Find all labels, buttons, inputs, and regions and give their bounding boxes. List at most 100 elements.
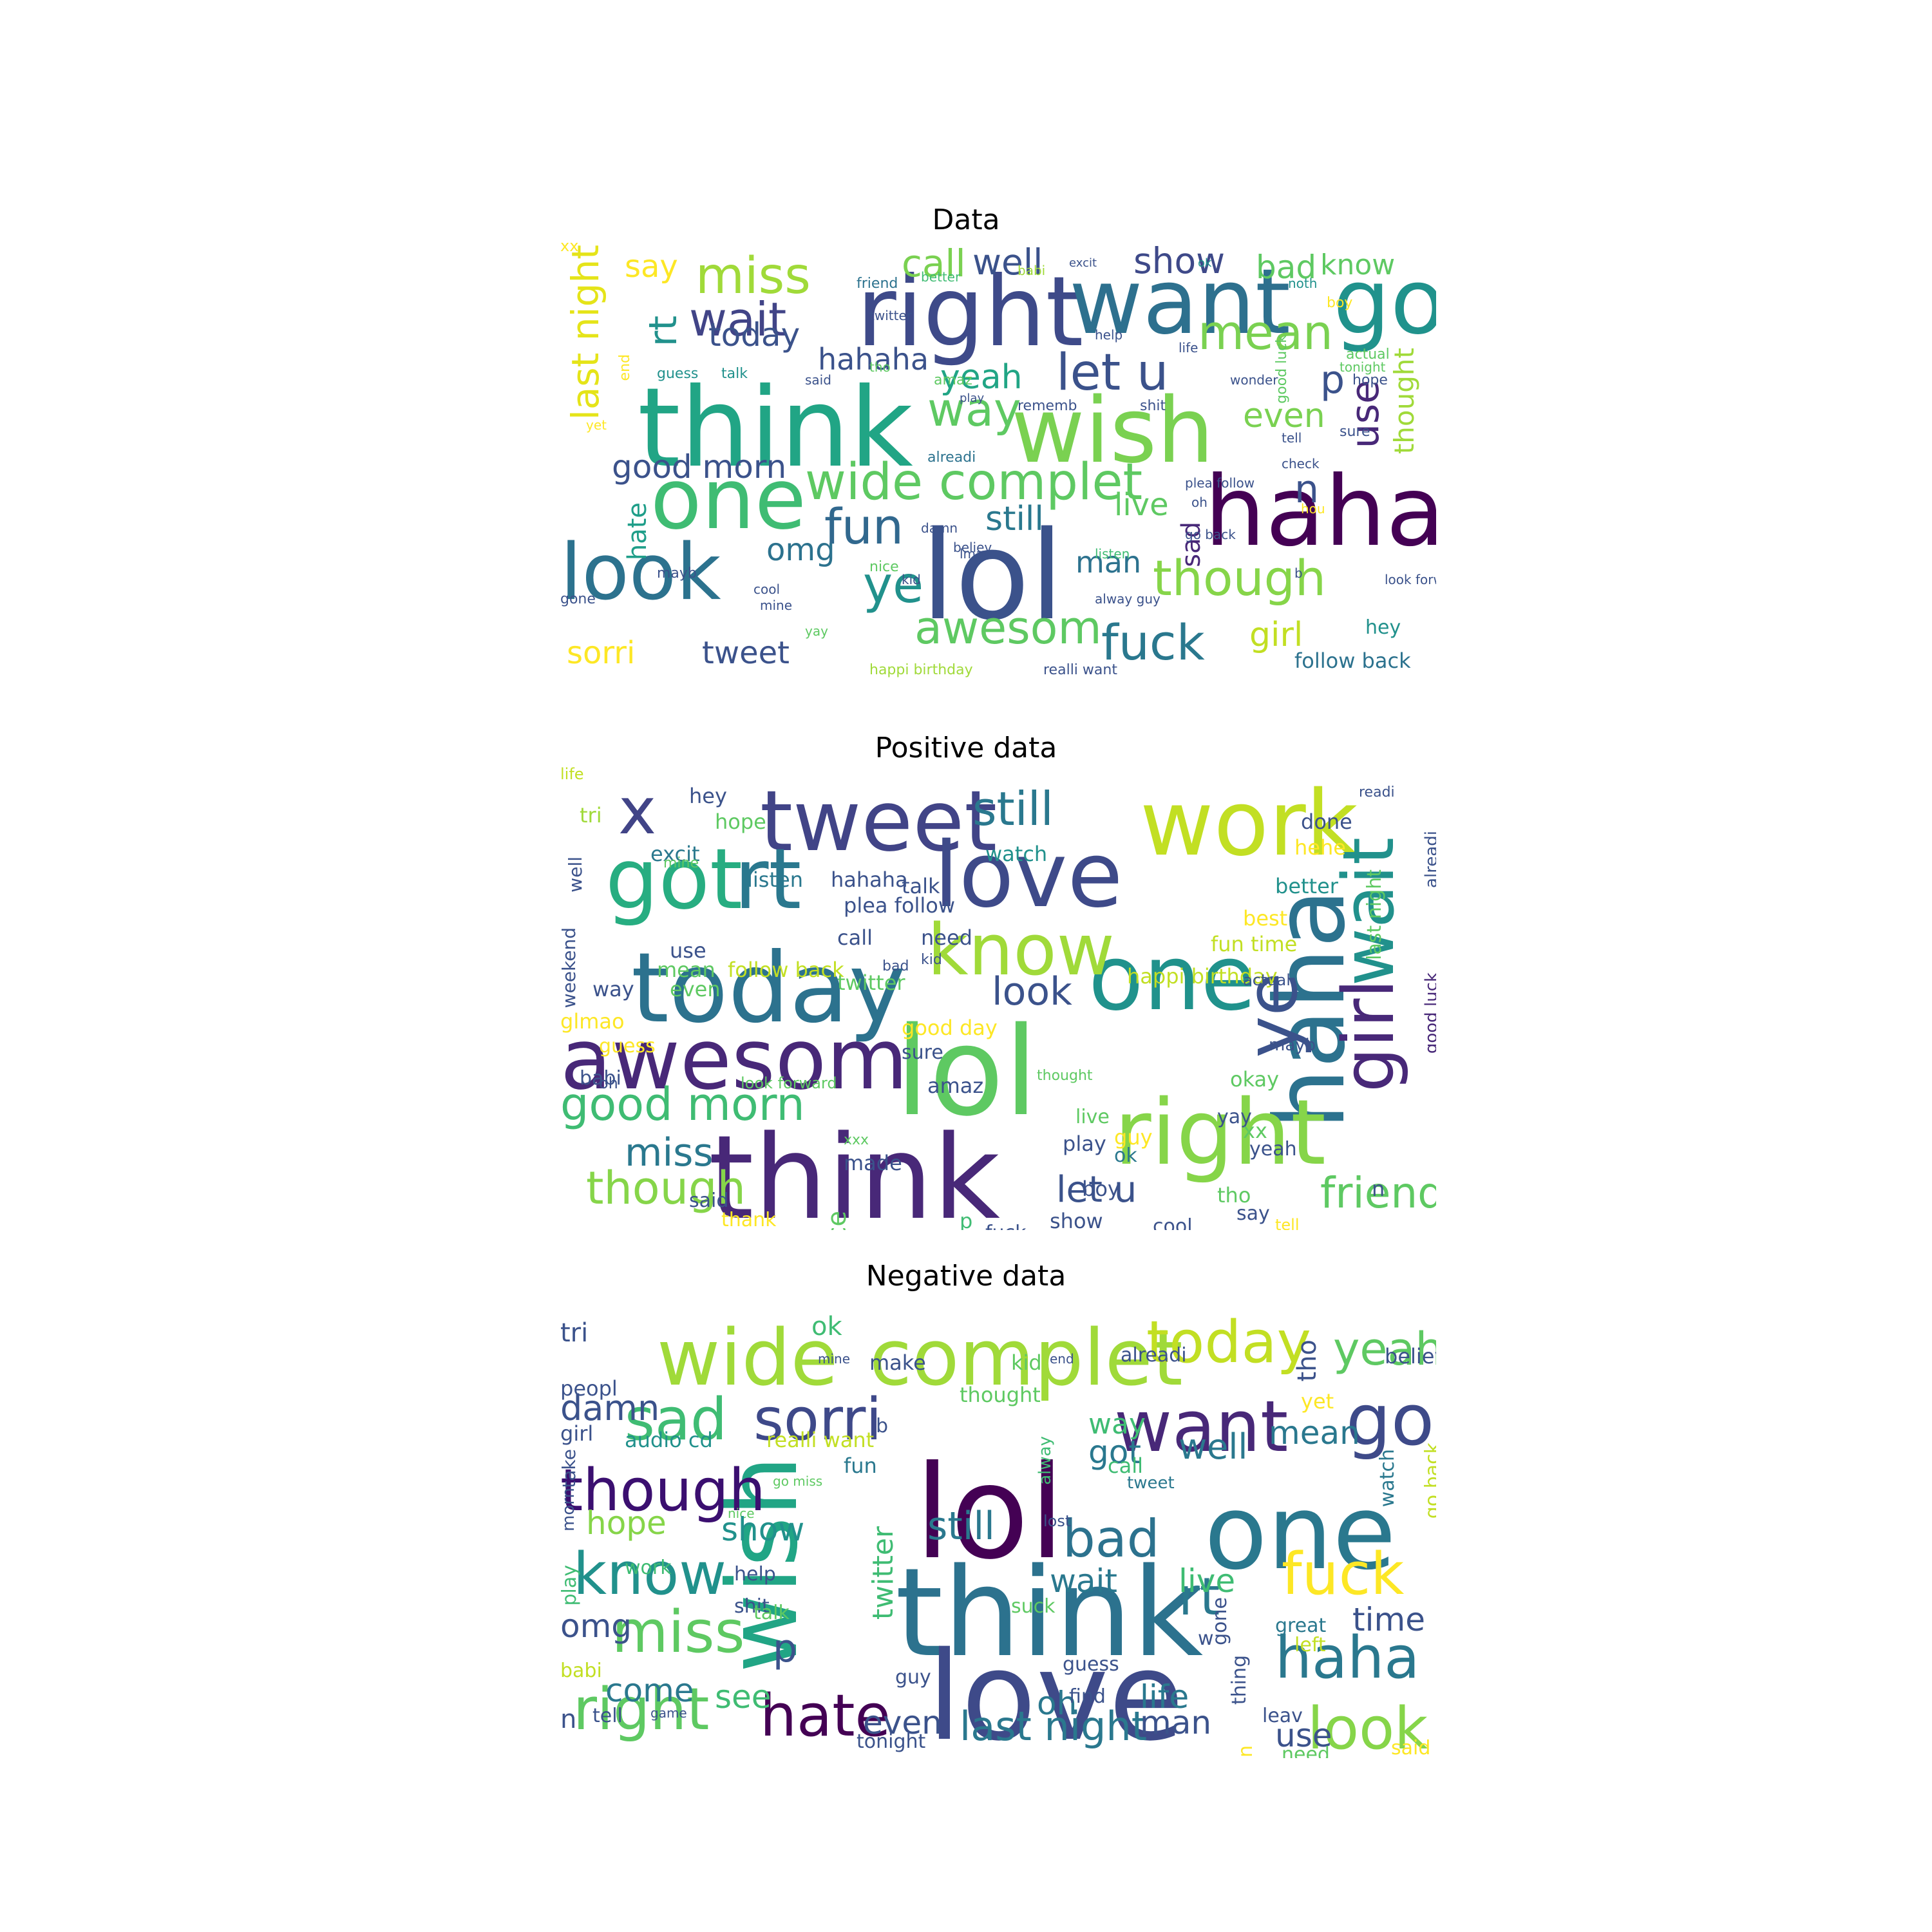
cloud-word: even	[863, 1704, 942, 1741]
cloud-word: tonight	[1340, 359, 1386, 375]
cloud-word: kid	[1011, 1350, 1042, 1375]
cloud-word: way	[1088, 1408, 1146, 1441]
cloud-word: ye	[863, 556, 924, 614]
cloud-word: time	[1352, 1601, 1425, 1638]
cloud-word: thank	[721, 1209, 777, 1230]
cloud-word: use	[1275, 1717, 1332, 1754]
cloud-word: sorri	[567, 635, 636, 671]
cloud-word: best	[1243, 906, 1288, 931]
cloud-word: today	[631, 933, 906, 1045]
cloud-word: happen	[1235, 1745, 1257, 1758]
cloud-word: hey	[1365, 616, 1401, 639]
cloud-word: wish	[1011, 379, 1215, 484]
cloud-word: alreadi	[1422, 831, 1436, 888]
cloud-word: look forward	[1385, 572, 1436, 587]
cloud-word: one	[1204, 1472, 1396, 1593]
cloud-word: find	[1069, 1685, 1106, 1708]
cloud-word: even	[1243, 397, 1325, 435]
cloud-word: life	[1179, 340, 1198, 355]
cloud-word: w	[1198, 1627, 1214, 1650]
cloud-word: yay	[1217, 1106, 1252, 1128]
cloud-word: better	[1275, 874, 1338, 898]
cloud-word: lol	[895, 1001, 1038, 1143]
cloud-word: mayb	[657, 565, 697, 582]
cloud-word: ok	[1114, 1144, 1137, 1167]
cloud-word: lmao	[960, 546, 992, 562]
cloud-word: rt	[734, 830, 802, 928]
cloud-word: tweet	[1127, 1473, 1175, 1493]
cloud-word: said	[805, 372, 831, 388]
cloud-word: say	[1236, 1202, 1270, 1225]
cloud-word: fuck	[1101, 614, 1205, 671]
cloud-word: tri	[580, 803, 602, 828]
cloud-word: readi	[1359, 784, 1395, 800]
cloud-word: look	[992, 969, 1072, 1014]
cloud-word: miss	[696, 247, 811, 305]
cloud-word: gone	[560, 591, 596, 607]
cloud-word: good day	[902, 1016, 998, 1040]
cloud-word: mine	[818, 1351, 851, 1367]
cloud-word: live	[1114, 487, 1169, 523]
cloud-word: well	[972, 242, 1043, 283]
cloud-word: want	[1069, 250, 1291, 355]
cloud-word: way	[927, 383, 1021, 437]
cloud-word: end	[617, 354, 633, 381]
cloud-word: want	[1114, 1385, 1289, 1468]
cloud-word: x	[618, 773, 657, 849]
cloud-word: friend	[1320, 1168, 1436, 1218]
cloud-word: call	[902, 242, 966, 285]
cloud-word: though	[586, 1162, 746, 1215]
cloud-word: today	[1146, 1309, 1311, 1376]
cloud-word: yay	[805, 623, 828, 639]
cloud-word: yeah	[940, 358, 1023, 397]
cloud-word: yet	[1301, 1389, 1334, 1414]
cloud-word: today	[708, 316, 800, 354]
cloud-word: go miss	[773, 1473, 823, 1489]
cloud-word: n	[1294, 467, 1320, 512]
cloud-word: go back	[1185, 527, 1236, 542]
cloud-word: fuck	[985, 1224, 1026, 1231]
cloud-word: tho	[869, 359, 891, 375]
cloud-word: noth	[1288, 276, 1318, 291]
cloud-word: omg	[766, 532, 835, 568]
cloud-word: play	[1063, 1132, 1106, 1156]
cloud-word: hope	[586, 1504, 667, 1542]
cloud-word: good luck	[1422, 972, 1436, 1054]
cloud-word: suck	[1011, 1595, 1056, 1618]
cloud-word: look	[1307, 1695, 1428, 1758]
cloud-word: rt	[641, 316, 686, 347]
cloud-word: know	[927, 909, 1115, 991]
cloud-word: listen	[1095, 546, 1130, 562]
cloud-word: haha	[1204, 456, 1436, 568]
cloud-word: n	[1372, 1177, 1385, 1201]
cloud-word: peopl	[560, 1376, 618, 1401]
cloud-word: mean	[1198, 305, 1333, 361]
cloud-word: girl	[560, 1421, 594, 1446]
cloud-word: well	[565, 857, 586, 893]
cloud-word: babi	[1018, 263, 1046, 278]
cloud-word: one	[650, 450, 806, 548]
cloud-word: wide	[657, 1314, 838, 1403]
cloud-word: better	[921, 269, 961, 285]
cloud-word: boy	[1327, 295, 1353, 311]
cloud-word: take	[560, 1449, 580, 1488]
cloud-word: thought	[1037, 1068, 1093, 1084]
cloud-word: lol	[914, 1438, 1065, 1588]
cloud-word: yet	[586, 417, 607, 433]
cloud-word: think	[708, 1111, 1000, 1231]
cloud-word: wide complet	[805, 453, 1143, 511]
cloud-word: hey	[689, 784, 727, 808]
cloud-word: oh	[1037, 1685, 1077, 1722]
cloud-word: sad	[625, 1386, 728, 1454]
cloud-word: actual	[1346, 346, 1390, 363]
cloud-word: talk	[721, 366, 748, 382]
cloud-word: though	[1153, 549, 1327, 607]
cloud-word: go	[1346, 1379, 1435, 1461]
cloud-word: tho	[1217, 1183, 1251, 1208]
cloud-word: hahaha	[831, 867, 908, 892]
cloud-word: show	[1050, 1209, 1103, 1230]
cloud-word: game	[650, 1705, 687, 1721]
cloud-word: realli want	[766, 1428, 875, 1452]
cloud-word: life	[560, 766, 584, 783]
